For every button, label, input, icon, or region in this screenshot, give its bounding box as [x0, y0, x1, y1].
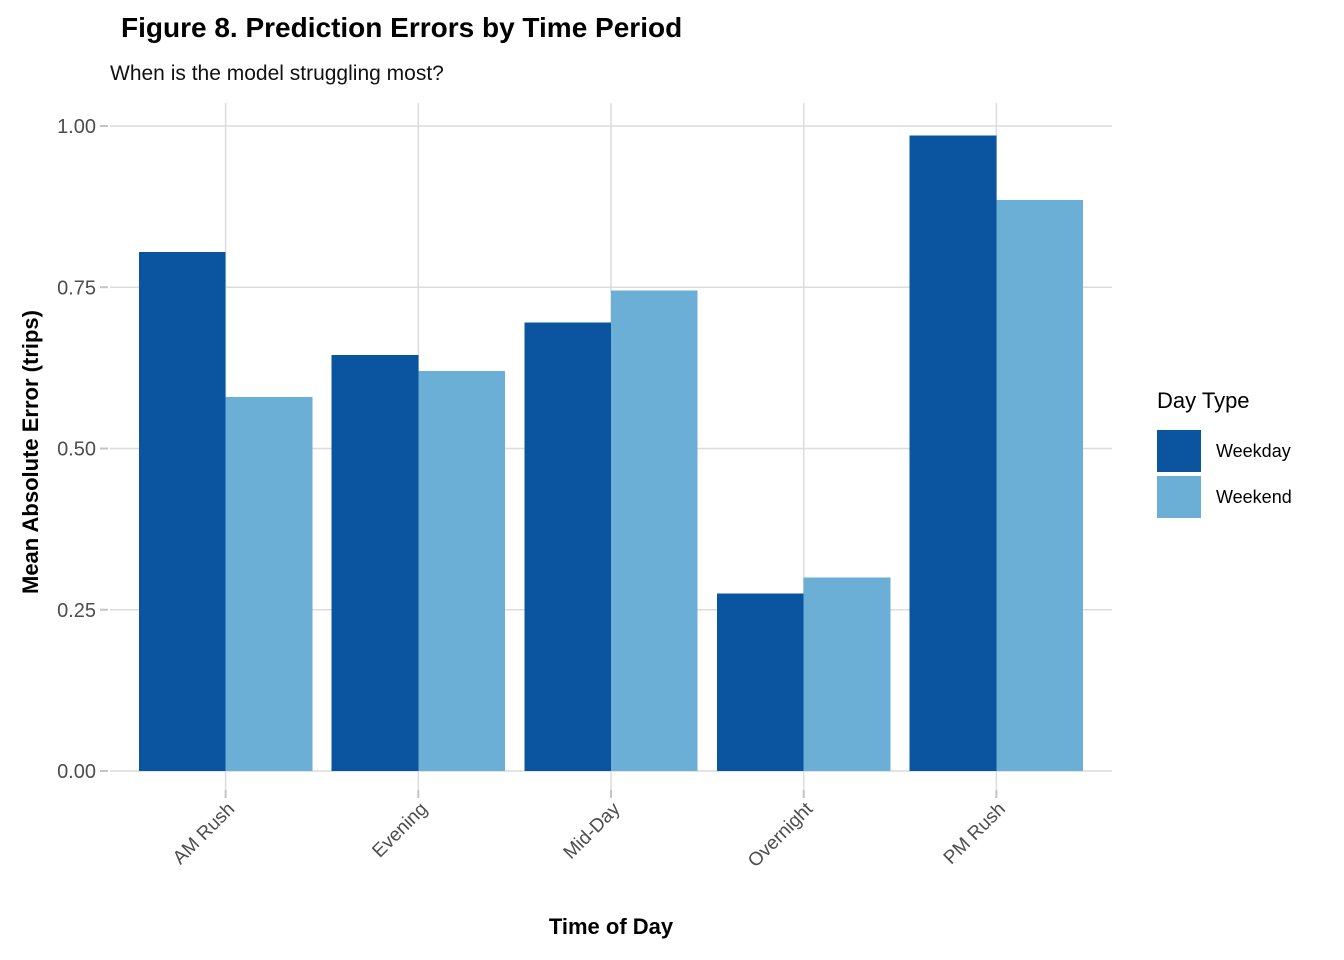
chart-title: Figure 8. Prediction Errors by Time Peri…	[121, 12, 683, 43]
legend-item-weekday: Weekday	[1157, 430, 1292, 472]
legend-item-weekend: Weekend	[1157, 476, 1292, 518]
y-tick-label: 0.25	[57, 600, 96, 622]
bar-overnight-weekend	[803, 577, 891, 771]
bar-am-rush-weekend	[225, 396, 313, 771]
y-tick-label: 1.00	[57, 116, 96, 138]
bar-mid-day-weekend	[611, 290, 698, 771]
legend-label-weekend: Weekend	[1216, 486, 1292, 507]
legend: Day Type Weekday Weekend	[1157, 388, 1292, 522]
x-tick-label: PM Rush	[940, 799, 1010, 869]
x-tick-label: Mid-Day	[560, 798, 625, 863]
legend-label-weekday: Weekday	[1216, 440, 1291, 461]
x-tick-label: Overnight	[744, 798, 818, 872]
legend-items: Weekday Weekend	[1157, 430, 1292, 518]
x-tick-label: Evening	[368, 799, 431, 862]
bar-am-rush-weekday	[138, 251, 226, 771]
legend-title: Day Type	[1157, 388, 1250, 413]
x-axis-title: Time of Day	[548, 914, 674, 939]
bar-pm-rush-weekend	[996, 200, 1084, 772]
y-tick-label: 0.50	[57, 439, 96, 461]
bar-pm-rush-weekday	[909, 135, 997, 772]
bar-overnight-weekday	[716, 593, 804, 771]
chart-subtitle: When is the model struggling most?	[110, 62, 444, 85]
bar-mid-day-weekday	[524, 322, 611, 771]
y-tick-label: 0.00	[57, 761, 96, 783]
y-tick-label: 0.75	[57, 277, 96, 299]
x-tick-label: AM Rush	[169, 799, 239, 869]
y-axis-title: Mean Absolute Error (trips)	[18, 310, 43, 594]
legend-key-weekend-swatch	[1157, 476, 1201, 518]
bar-evening-weekend	[418, 371, 506, 771]
legend-key-weekday-swatch	[1157, 430, 1201, 472]
bar-evening-weekday	[331, 354, 419, 771]
